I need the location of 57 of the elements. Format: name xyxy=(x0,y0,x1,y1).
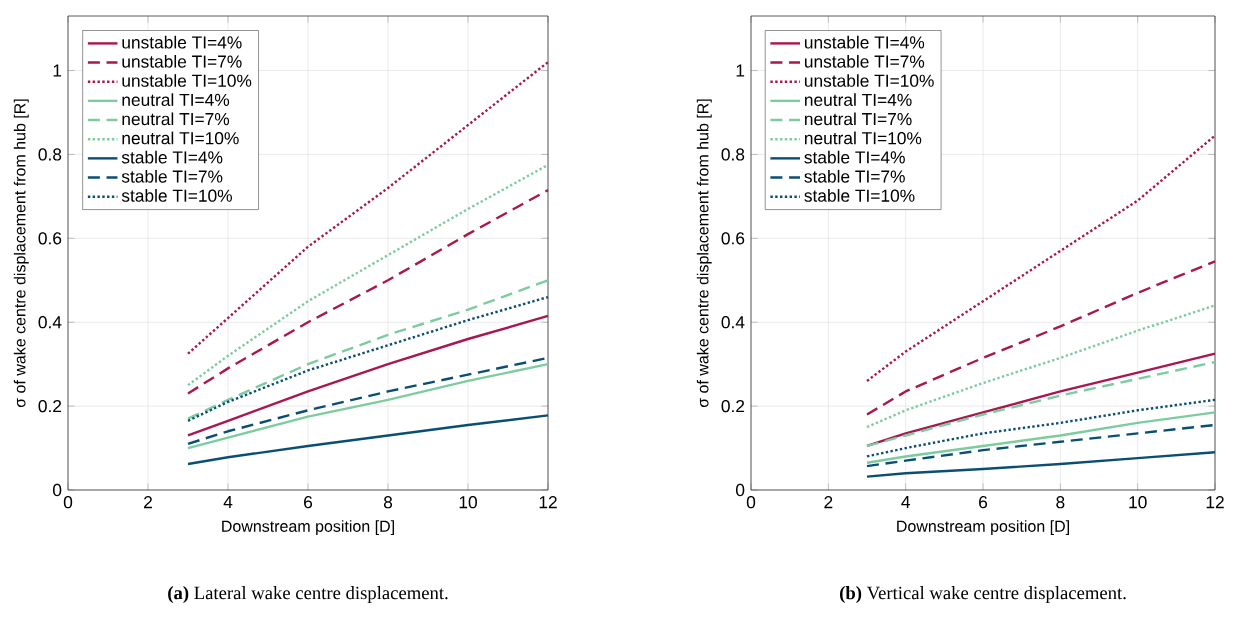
legend-label: unstable TI=4% xyxy=(804,35,925,49)
legend-label: neutral TI=10% xyxy=(805,131,922,145)
y-tick-label: 0 xyxy=(52,483,62,497)
x-tick-label: 6 xyxy=(304,496,313,509)
line-series xyxy=(865,411,1217,464)
y-tick-label: 0.2 xyxy=(38,399,62,413)
y-tick-label: 1 xyxy=(736,64,745,77)
legend-label: neutral TI=10% xyxy=(122,131,239,145)
text: (b) Vertical wake centre displacement. xyxy=(840,586,1126,604)
line-series xyxy=(865,304,1217,429)
y-tick-label: 0.4 xyxy=(721,316,745,329)
legend-label: neutral TI=4% xyxy=(122,93,230,107)
legend-label: unstable TI=10% xyxy=(122,74,252,87)
y-axis-title: σ of wake centre displacement from hub [R] xyxy=(696,99,712,408)
legend-label: unstable TI=7% xyxy=(122,54,242,68)
y-tick-label: 0.8 xyxy=(721,148,745,161)
y-axis-title: σ of wake centre displacement from hub [R] xyxy=(13,99,29,408)
y-tick-label: 0.6 xyxy=(38,232,62,245)
x-tick-label: 6 xyxy=(979,496,988,509)
x-tick-label: 12 xyxy=(539,496,557,509)
x-tick-label: 0 xyxy=(746,496,756,509)
legend-label: unstable TI=10% xyxy=(804,74,934,87)
line-series xyxy=(186,314,550,437)
x-tick-label: 12 xyxy=(1206,496,1224,509)
legend-label: stable TI=7% xyxy=(804,169,905,183)
x-tick-label: 0 xyxy=(63,496,73,509)
x-tick-label: 2 xyxy=(144,496,152,509)
legend-label: stable TI=7% xyxy=(121,169,223,183)
y-tick-label: 0.8 xyxy=(38,148,62,161)
x-tick-label: 8 xyxy=(383,496,393,509)
line-series xyxy=(865,260,1217,416)
legend-label: stable TI=10% xyxy=(804,189,915,202)
x-tick-label: 10 xyxy=(1129,496,1147,509)
x-tick-label: 10 xyxy=(459,496,477,509)
line-series xyxy=(186,414,550,466)
x-axis-title: Downstream position [D] xyxy=(897,520,1069,536)
legend-label: unstable TI=7% xyxy=(804,54,925,68)
legend-label: neutral TI=7% xyxy=(122,112,230,126)
x-tick-label: 8 xyxy=(1056,496,1065,509)
text: (a) Lateral wake centre displacement. xyxy=(168,586,448,604)
legend-label: neutral TI=7% xyxy=(805,112,912,126)
line-series xyxy=(865,398,1217,458)
line-series xyxy=(865,451,1217,478)
y-tick-label: 0 xyxy=(736,483,745,497)
legend-label: neutral TI=4% xyxy=(805,93,912,107)
y-tick-label: 0.4 xyxy=(38,316,62,329)
x-tick-label: 4 xyxy=(223,496,233,508)
y-tick-label: 0.2 xyxy=(721,399,745,413)
y-tick-label: 1 xyxy=(53,64,62,77)
legend-label: stable TI=4% xyxy=(121,150,223,164)
y-tick-label: 0.6 xyxy=(721,232,745,245)
x-tick-label: 4 xyxy=(901,496,910,508)
legend-label: stable TI=4% xyxy=(804,150,905,164)
legend-label: stable TI=10% xyxy=(121,189,232,202)
x-axis-title: Downstream position [D] xyxy=(222,520,394,536)
x-tick-label: 2 xyxy=(824,496,833,509)
legend-label: unstable TI=4% xyxy=(122,35,242,49)
